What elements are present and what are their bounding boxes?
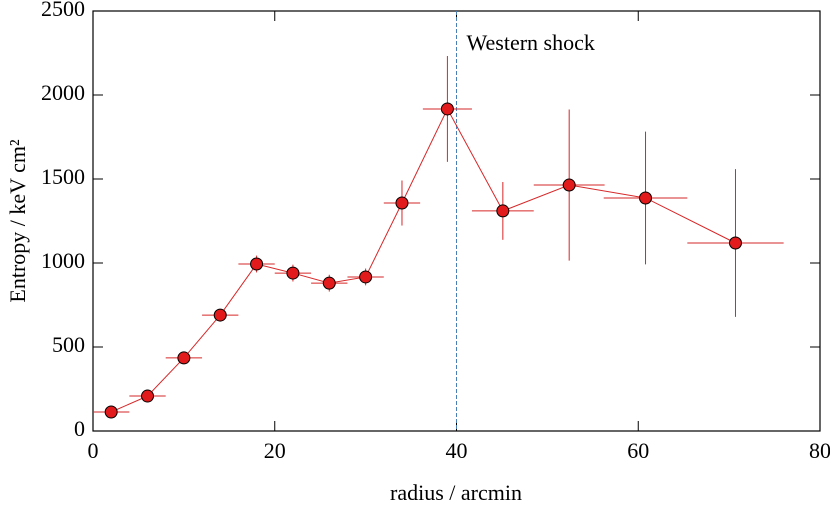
x-tick-label: 40 xyxy=(446,438,468,463)
data-point xyxy=(177,351,191,365)
data-point xyxy=(496,204,510,218)
data-point xyxy=(322,276,336,290)
y-tick-label: 2000 xyxy=(41,80,85,105)
y-tick-label: 500 xyxy=(52,332,85,357)
y-tick-label: 2500 xyxy=(41,0,85,21)
data-point xyxy=(213,308,227,322)
data-point xyxy=(395,196,409,210)
x-axis-label: radius / arcmin xyxy=(390,480,522,505)
data-line xyxy=(110,107,736,413)
data-point xyxy=(286,266,300,280)
data-point xyxy=(639,191,653,205)
data-point xyxy=(728,236,742,250)
x-tick-label: 80 xyxy=(809,438,830,463)
data-point xyxy=(104,405,118,419)
data-point xyxy=(562,178,576,192)
y-axis-label: Entropy / keV cm² xyxy=(5,139,30,303)
x-tick-label: 20 xyxy=(264,438,286,463)
annotation-text: Western shock xyxy=(467,30,595,55)
y-tick-label: 1000 xyxy=(41,248,85,273)
data-point xyxy=(440,102,454,116)
y-tick-label: 0 xyxy=(74,416,85,441)
x-tick-label: 60 xyxy=(627,438,649,463)
x-tick-label: 0 xyxy=(88,438,99,463)
data-point xyxy=(141,389,155,403)
data-point xyxy=(359,270,373,284)
data-point xyxy=(250,257,264,271)
y-tick-label: 1500 xyxy=(41,164,85,189)
